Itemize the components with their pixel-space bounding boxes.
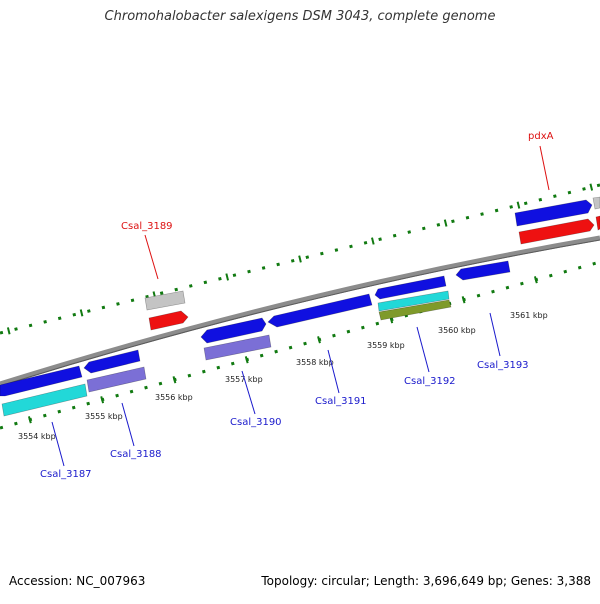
gene-label-csal-3190[interactable]: Csal_3190 <box>230 417 282 428</box>
rna-feature-csal-3189-gray[interactable] <box>144 290 186 311</box>
feature-csal-3192-olive[interactable] <box>378 299 452 321</box>
gene-label-leaders <box>51 145 550 467</box>
inner-tick-ring <box>0 258 600 432</box>
kbp-label-3560: 3560 kbp <box>438 326 476 335</box>
kbp-label-3554: 3554 kbp <box>18 432 56 441</box>
rna-feature-pdxa-red[interactable] <box>518 218 595 245</box>
accession-text: Accession: NC_007963 <box>9 574 146 588</box>
kbp-label-3561: 3561 kbp <box>510 311 548 320</box>
feature-csal-3190-purple[interactable] <box>203 334 272 361</box>
cds-feature-csal-3188[interactable] <box>83 349 141 374</box>
gene-label-csal-3189[interactable]: Csal_3189 <box>121 221 173 232</box>
cds-feature-csal-3193[interactable] <box>455 260 511 281</box>
kbp-label-3556: 3556 kbp <box>155 393 193 402</box>
gene-label-pdxa[interactable]: pdxA <box>528 131 554 142</box>
gene-label-csal-3192[interactable]: Csal_3192 <box>404 376 456 387</box>
feature-csal-3187-cyan[interactable] <box>1 383 88 417</box>
feature-edge-red[interactable] <box>595 215 600 231</box>
feature-edge-gray[interactable] <box>592 196 600 210</box>
cds-feature-pdxa[interactable] <box>514 199 593 227</box>
feature-csal-3188-purple[interactable] <box>86 366 147 393</box>
page-title: Chromohalobacter salexigens DSM 3043, co… <box>104 9 496 24</box>
kbp-label-3555: 3555 kbp <box>85 412 123 421</box>
feature-csal-3192-cyan[interactable] <box>377 290 450 312</box>
genome-backbone <box>0 235 600 387</box>
gene-label-csal-3191[interactable]: Csal_3191 <box>315 396 367 407</box>
cds-feature-csal-3192[interactable] <box>374 275 447 300</box>
cds-feature-csal-3187[interactable] <box>0 365 83 397</box>
cds-feature-csal-3190[interactable] <box>200 317 267 344</box>
gene-label-csal-3188[interactable]: Csal_3188 <box>110 449 162 460</box>
outer-tick-ring <box>0 181 600 337</box>
gene-label-csal-3193[interactable]: Csal_3193 <box>477 360 529 371</box>
kbp-label-3558: 3558 kbp <box>296 358 334 367</box>
rna-feature-csal-3189-red[interactable] <box>148 310 189 331</box>
cds-feature-csal-3191[interactable] <box>267 293 373 328</box>
kbp-label-3557: 3557 kbp <box>225 375 263 384</box>
kbp-label-3559: 3559 kbp <box>367 341 405 350</box>
genome-summary-text: Topology: circular; Length: 3,696,649 bp… <box>261 574 591 588</box>
gene-labels: Csal_3187 Csal_3188 Csal_3189 Csal_3190 … <box>40 131 554 480</box>
kbp-labels: 3554 kbp 3555 kbp 3556 kbp 3557 kbp 3558… <box>18 311 548 441</box>
gene-label-csal-3187[interactable]: Csal_3187 <box>40 469 92 480</box>
